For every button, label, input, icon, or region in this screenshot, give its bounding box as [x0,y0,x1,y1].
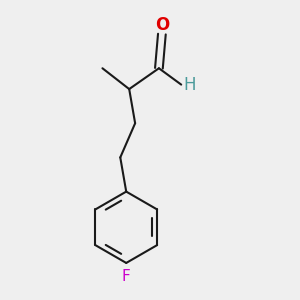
Text: H: H [183,76,196,94]
Text: O: O [155,16,169,34]
Text: F: F [122,269,130,284]
